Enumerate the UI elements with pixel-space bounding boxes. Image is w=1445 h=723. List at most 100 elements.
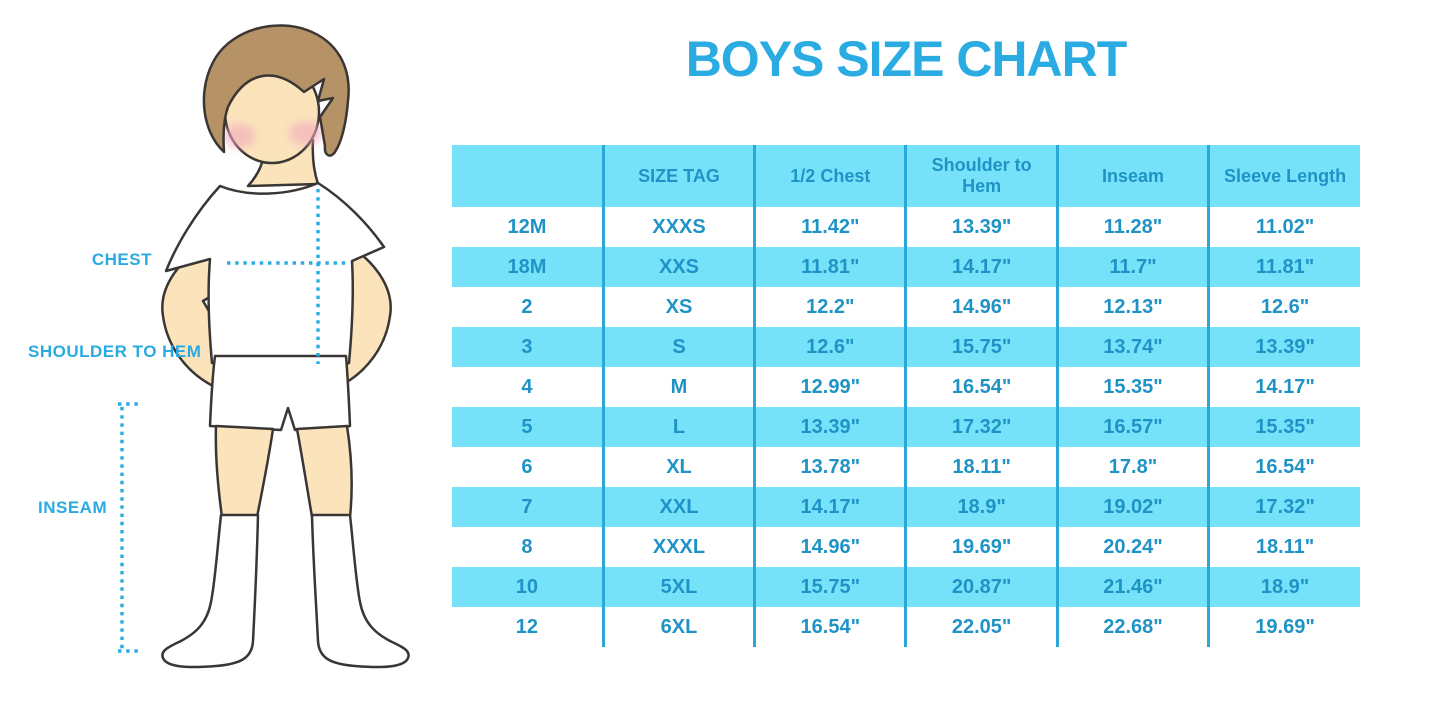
table-row: 4 M 12.99" 16.54" 15.35" 14.17": [452, 367, 1360, 407]
column-header: SIZE TAG: [601, 145, 755, 207]
table-cell: 5: [521, 415, 533, 438]
boy-right-leg: [295, 424, 353, 519]
table-cell: 22.68": [1055, 607, 1209, 647]
table-row: 12 6XL 16.54" 22.05" 22.68" 19.69": [452, 607, 1360, 647]
boy-shorts: [208, 354, 352, 432]
table-cell: 15.35": [1207, 407, 1360, 447]
table-cell: 15.75": [904, 327, 1058, 367]
table-row: 7 XXL 14.17" 18.9" 19.02" 17.32": [452, 487, 1360, 527]
table-cell: 11.28": [1055, 207, 1209, 247]
table-cell: 4: [521, 375, 533, 398]
boy-hair: [202, 24, 350, 157]
table-row: 8 XXXL 14.96" 19.69" 20.24" 18.11": [452, 527, 1360, 567]
table-cell: 11.81": [1207, 247, 1360, 287]
table-cell: 22.05": [904, 607, 1058, 647]
table-cell: 6XL: [601, 607, 755, 647]
table-cell: 8: [521, 535, 533, 558]
table-row: 3 S 12.6" 15.75" 13.74" 13.39": [452, 327, 1360, 367]
table-cell: 16.54": [904, 367, 1058, 407]
table-header: SIZE TAG 1/2 Chest Shoulder to Hem Inseam Sl…: [452, 145, 1360, 207]
table-cell: 6: [521, 455, 533, 478]
table-cell: 12.13": [1055, 287, 1209, 327]
table-cell: 7: [521, 495, 533, 518]
chest-label: CHEST: [91, 250, 152, 269]
table-cell: S: [601, 327, 755, 367]
table-cell: 16.54": [753, 607, 906, 647]
table-cell: 2: [521, 295, 533, 318]
table-cell: 14.17": [904, 247, 1058, 287]
table-row: 18M XXS 11.81" 14.17" 11.7" 11.81": [452, 247, 1360, 287]
column-header: Sleeve Length: [1207, 145, 1360, 207]
table-cell: XXXL: [601, 527, 755, 567]
table-cell: 3: [521, 335, 533, 358]
boy-left-leg: [214, 424, 275, 519]
table-cell: XXS: [601, 247, 755, 287]
table-cell: 17.32": [1207, 487, 1360, 527]
table-cell: 11.02": [1207, 207, 1360, 247]
table-cell: 18.11": [1207, 527, 1360, 567]
boy-figure-illustration: [118, 24, 410, 669]
table-cell: 12.6": [753, 327, 906, 367]
table-cell: XXXS: [601, 207, 755, 247]
column-header: 1/2 Chest: [753, 145, 906, 207]
table-cell: 14.96": [904, 287, 1058, 327]
size-table: SIZE TAG 1/2 Chest Shoulder to Hem Inseam Sl…: [452, 145, 1360, 647]
table-cell: 13.39": [1207, 327, 1360, 367]
table-cell: 13.78": [753, 447, 906, 487]
table-cell: 13.74": [1055, 327, 1209, 367]
table-row: 12M XXXS 11.42" 13.39" 11.28" 11.02": [452, 207, 1360, 247]
table-header-row: SIZE TAG 1/2 Chest Shoulder to Hem Inseam Sl…: [452, 145, 1360, 207]
column-header: Inseam: [1055, 145, 1209, 207]
table-cell: 14.17": [1207, 367, 1360, 407]
column-header: [452, 145, 603, 207]
table-cell: 11.7": [1055, 247, 1209, 287]
table-body: 12M XXXS 11.42" 13.39" 11.28" 11.02" 18M XXS 11.…: [452, 207, 1360, 647]
table-cell: 18.11": [904, 447, 1058, 487]
table-cell: 21.46": [1055, 567, 1209, 607]
table-cell: 17.8": [1055, 447, 1209, 487]
table-cell: M: [601, 367, 755, 407]
shoulder-to-hem-label: SHOULDER TO HEM: [28, 342, 202, 361]
table-cell: 19.69": [1207, 607, 1360, 647]
table-cell: 19.02": [1055, 487, 1209, 527]
table-cell: 20.87": [904, 567, 1058, 607]
table-cell: XL: [601, 447, 755, 487]
column-header: Shoulder to Hem: [904, 145, 1058, 207]
table-cell: 13.39": [904, 207, 1058, 247]
table-row: 10 5XL 15.75" 20.87" 21.46" 18.9": [452, 567, 1360, 607]
table-cell: 19.69": [904, 527, 1058, 567]
table-cell: 16.57": [1055, 407, 1209, 447]
table-cell: 11.42": [753, 207, 906, 247]
table-cell: 10: [515, 575, 539, 598]
inseam-label: INSEAM: [38, 498, 108, 517]
table-row: 2 XS 12.2" 14.96" 12.13" 12.6": [452, 287, 1360, 327]
table-cell: XS: [601, 287, 755, 327]
table-cell: XXL: [601, 487, 755, 527]
table-cell: 18.9": [1207, 567, 1360, 607]
table-row: 6 XL 13.78" 18.11" 17.8" 16.54": [452, 447, 1360, 487]
page-title: BOYS SIZE CHART: [685, 31, 1128, 87]
table-cell: 18M: [507, 255, 547, 278]
table-cell: 12M: [507, 215, 547, 238]
table-cell: 18.9": [904, 487, 1058, 527]
table-cell: 17.32": [904, 407, 1058, 447]
boy-cheeks: [223, 121, 323, 148]
table-cell: 14.17": [753, 487, 906, 527]
table-cell: L: [601, 407, 755, 447]
table-cell: 12.2": [753, 287, 906, 327]
table-cell: 12.99": [753, 367, 906, 407]
boy-left-sock: [161, 513, 260, 669]
table-cell: 5XL: [601, 567, 755, 607]
table-cell: 15.75": [753, 567, 906, 607]
table-cell: 11.81": [753, 247, 906, 287]
boy-tshirt: [164, 181, 386, 375]
table-cell: 13.39": [753, 407, 906, 447]
table-row: 5 L 13.39" 17.32" 16.57" 15.35": [452, 407, 1360, 447]
boy-right-sock: [310, 513, 410, 669]
table-cell: 15.35": [1055, 367, 1209, 407]
table-cell: 12: [515, 615, 539, 638]
table-cell: 16.54": [1207, 447, 1360, 487]
table-cell: 12.6": [1207, 287, 1360, 327]
table-cell: 20.24": [1055, 527, 1209, 567]
